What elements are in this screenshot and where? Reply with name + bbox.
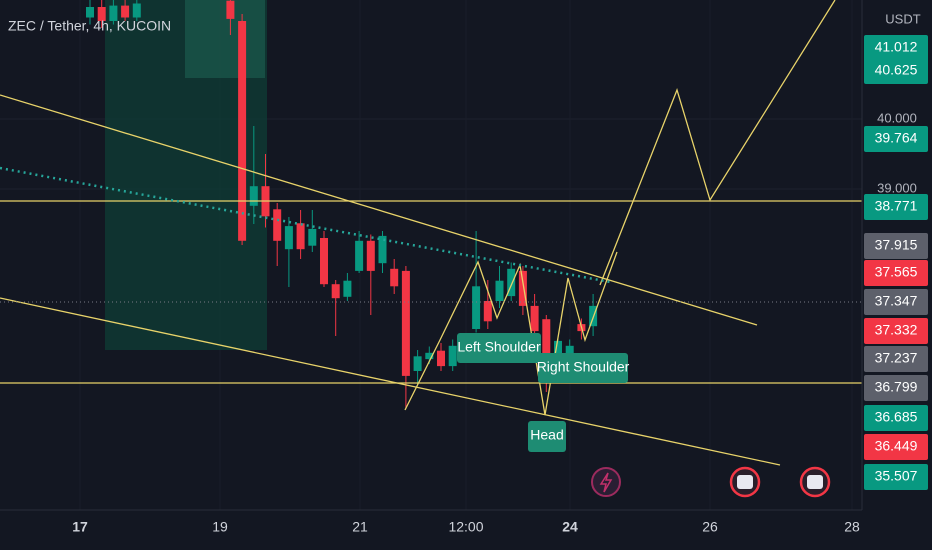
candle-body (86, 7, 94, 18)
price-label: 37.332 (875, 322, 918, 338)
currency: USDT (885, 11, 920, 26)
price-badge (864, 194, 928, 220)
annotation-right: Right Shoulder (537, 353, 630, 383)
y-tick-label: 40.000 (877, 110, 917, 125)
x-tick-label: 19 (212, 519, 228, 535)
price-label: 37.565 (875, 264, 918, 280)
price-badge (864, 126, 928, 152)
trend-line (0, 94, 758, 326)
annotation-head: Head (528, 421, 566, 452)
label-box (528, 421, 566, 452)
flag (807, 475, 823, 489)
label-text: Left Shoulder (457, 339, 541, 355)
x-tick-label: 17 (72, 519, 88, 535)
price-label: 41.012 (875, 39, 918, 55)
price-label: 37.237 (875, 350, 918, 366)
candle-body (355, 240, 364, 271)
projection-line (599, 0, 836, 286)
candle-body (320, 238, 328, 285)
candle-body (437, 350, 445, 367)
dotted-trend (0, 166, 611, 284)
price-label: 40.625 (875, 62, 918, 78)
price-badge (864, 434, 928, 460)
candle-body (238, 21, 247, 241)
label-box (457, 333, 541, 363)
drawings (0, 0, 862, 466)
x-tick-label: 12:00 (448, 519, 483, 535)
candle-body (472, 286, 481, 329)
annotation-left: Left Shoulder (457, 333, 541, 363)
label-text: Right Shoulder (537, 359, 630, 375)
candle-body (109, 5, 118, 21)
price-badge (864, 346, 928, 372)
candle-body (425, 352, 434, 360)
candle-body (226, 0, 235, 19)
price-badge (864, 260, 928, 286)
candle-body (97, 7, 106, 21)
candle-body (273, 209, 282, 241)
candle-body (390, 268, 399, 287)
candle-body (121, 5, 130, 18)
price-label: 38.771 (875, 198, 918, 214)
candles (86, 0, 598, 409)
price-badge (864, 233, 928, 259)
price-label: 36.799 (875, 379, 918, 395)
candle-body (378, 235, 387, 264)
bolt (599, 472, 613, 493)
candle-body (542, 319, 551, 376)
candle-body (530, 305, 539, 332)
candle-body (448, 345, 457, 367)
event-icons (591, 466, 831, 498)
price-label: 37.915 (875, 237, 918, 253)
candle-body (331, 284, 340, 299)
x-tick-label: 28 (844, 519, 860, 535)
price-label: 36.449 (875, 438, 918, 454)
event-icon[interactable] (591, 467, 621, 497)
candle-body (132, 3, 141, 18)
x-tick-label: 26 (702, 519, 718, 535)
candle-body (518, 270, 527, 306)
candle-body (565, 345, 574, 357)
candle-body (249, 186, 258, 206)
x-tick-label: 21 (352, 519, 368, 535)
candle-body (296, 223, 305, 250)
price-badge (864, 464, 928, 490)
label-box (538, 353, 628, 383)
candle-body (308, 228, 317, 246)
candle-body (284, 226, 293, 250)
chart-title: ZEC / Tether, 4h, KUCOIN (8, 18, 171, 34)
axes: 40.000 39.000 17 19 21 12:00 24 26 28 41.012 40.62… (72, 35, 928, 535)
price-label: 37.347 (875, 293, 918, 309)
price-badge (864, 375, 928, 401)
candle-body (366, 240, 375, 271)
price-label: 36.685 (875, 409, 918, 425)
price-badge (864, 318, 928, 344)
price-badge (864, 35, 928, 61)
candle-body (401, 270, 410, 376)
price-badge (864, 289, 928, 315)
label-text: Head (530, 427, 563, 443)
candle-body (343, 280, 352, 297)
candle-body (413, 356, 422, 371)
candle-body (507, 268, 516, 297)
target-zone (185, 0, 265, 78)
price-badge (864, 405, 928, 431)
y-tick-label: 39.000 (877, 180, 917, 195)
x-tick-label: 24 (562, 519, 578, 535)
price-badge (864, 58, 928, 84)
candle-body (483, 301, 492, 322)
trend-line (0, 297, 781, 466)
flag (737, 475, 753, 489)
price-label: 35.507 (875, 468, 918, 484)
candle-body (554, 340, 562, 362)
candle-body (495, 280, 504, 301)
price-label: 39.764 (875, 130, 918, 146)
